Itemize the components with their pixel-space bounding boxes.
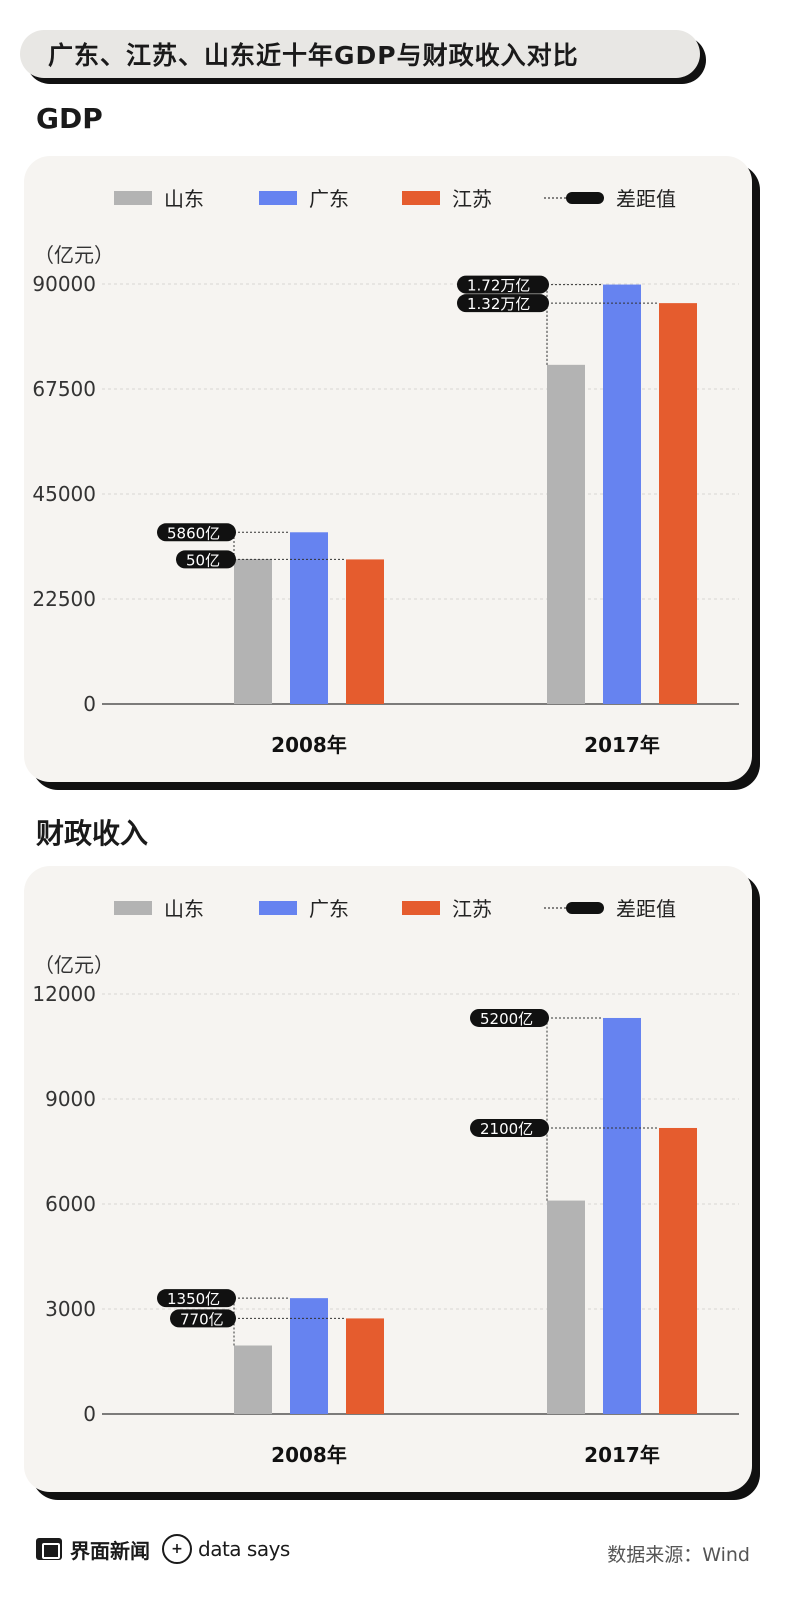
bar-广东-2017年: [603, 284, 641, 704]
bar-广东-2008年: [290, 532, 328, 704]
x-tick-label: 2008年: [271, 1443, 347, 1467]
bar-山东-2017年: [547, 1200, 585, 1414]
legend-label: 广东: [309, 897, 349, 921]
legend-label: 山东: [164, 187, 204, 211]
brand-logo-icon: [36, 1538, 62, 1560]
data-says-label: data says: [198, 1537, 290, 1561]
bar-山东-2017年: [547, 364, 585, 704]
legend-label: 山东: [164, 897, 204, 921]
gap-label: 5860亿: [167, 524, 220, 542]
y-tick-label: 67500: [32, 377, 96, 401]
chart-card-gdp: 山东 广东 江苏 差距值 （亿元） 0 22500 45000 67500 90000 2008年 2…: [24, 156, 752, 782]
brand: 界面新闻 + data says: [36, 1534, 290, 1564]
chart-title-gdp: GDP: [36, 102, 103, 135]
gap-label: 770亿: [180, 1310, 224, 1328]
brand-name: 界面新闻: [70, 1538, 150, 1563]
legend-label: 江苏: [452, 897, 492, 921]
legend-swatch: [259, 191, 297, 205]
legend-swatch: [114, 901, 152, 915]
legend-label: 差距值: [616, 187, 676, 211]
legend-gap-swatch: [566, 192, 604, 204]
gap-label: 1350亿: [167, 1290, 220, 1308]
gap-label: 50亿: [186, 551, 220, 569]
gap-label-pill: [457, 294, 549, 313]
bar-江苏-2008年: [346, 559, 384, 704]
legend-label: 差距值: [616, 897, 676, 921]
gap-label: 5200亿: [480, 1010, 533, 1028]
gap-label-pill: [470, 1118, 549, 1137]
legend: 山东 广东 江苏 差距值: [114, 187, 676, 211]
gap-label: 2100亿: [480, 1120, 533, 1138]
gap-label-pill: [176, 550, 236, 569]
y-tick-label: 0: [83, 1402, 96, 1426]
data-says-icon: +: [162, 1534, 192, 1564]
x-tick-label: 2008年: [271, 733, 347, 757]
y-axis-unit: （亿元）: [34, 953, 114, 977]
legend-swatch: [402, 191, 440, 205]
bar-广东-2017年: [603, 1017, 641, 1414]
legend-swatch: [402, 901, 440, 915]
footer: 界面新闻 + data says 数据来源：Wind: [0, 1520, 806, 1580]
y-tick-label: 0: [83, 692, 96, 716]
legend-swatch: [114, 191, 152, 205]
bar-江苏-2017年: [659, 1127, 697, 1414]
x-tick-label: 2017年: [584, 1443, 660, 1467]
gap-label-pill: [157, 523, 236, 542]
gap-label-pill: [170, 1309, 236, 1328]
bar-山东-2008年: [234, 558, 272, 704]
y-tick-label: 45000: [32, 482, 96, 506]
legend-swatch: [259, 901, 297, 915]
gap-label: 1.72万亿: [467, 277, 530, 295]
legend-label: 广东: [309, 187, 349, 211]
revenue-chart: 山东 广东 江苏 差距值 （亿元） 0 3000 6000 9000 12000 2008年 2017…: [32, 897, 739, 1467]
data-source: 数据来源：Wind: [607, 1544, 750, 1566]
y-tick-label: 6000: [45, 1192, 96, 1216]
legend-label: 江苏: [452, 187, 492, 211]
legend-gap-swatch: [566, 902, 604, 914]
gap-label-pill: [457, 275, 549, 294]
x-tick-label: 2017年: [584, 733, 660, 757]
bar-江苏-2017年: [659, 303, 697, 704]
y-axis-unit: （亿元）: [34, 243, 114, 267]
chart-card-revenue: 山东 广东 江苏 差距值 （亿元） 0 3000 6000 9000 12000 2008年 2017…: [24, 866, 752, 1492]
gap-label-pill: [470, 1008, 549, 1027]
y-tick-label: 22500: [32, 587, 96, 611]
gap-label: 1.32万亿: [467, 295, 530, 313]
bar-广东-2008年: [290, 1298, 328, 1414]
legend: 山东 广东 江苏 差距值: [114, 897, 676, 921]
chart-title-revenue: 财政收入: [36, 817, 149, 850]
gap-label-pill: [157, 1289, 236, 1308]
bar-山东-2008年: [234, 1345, 272, 1414]
y-tick-label: 9000: [45, 1087, 96, 1111]
y-tick-label: 12000: [32, 982, 96, 1006]
y-tick-label: 3000: [45, 1297, 96, 1321]
gdp-chart: 山东 广东 江苏 差距值 （亿元） 0 22500 45000 67500 90000 2008年 2…: [32, 187, 739, 757]
y-tick-label: 90000: [32, 272, 96, 296]
bar-江苏-2008年: [346, 1318, 384, 1414]
page-title: 广东、江苏、山东近十年GDP与财政收入对比: [20, 30, 700, 78]
